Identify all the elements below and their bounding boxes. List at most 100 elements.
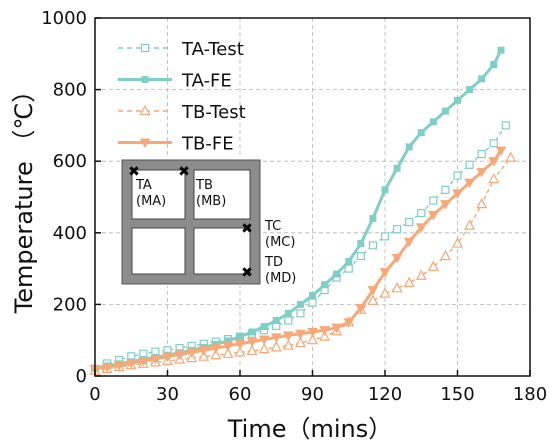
data-point: [284, 309, 292, 317]
data-point: [477, 149, 486, 159]
data-point: [476, 167, 488, 178]
data-point: [319, 326, 330, 336]
legend-entry: TA-Test: [118, 39, 244, 60]
data-point: [357, 240, 365, 248]
inset-cross-tb: ✖: [178, 164, 190, 180]
data-point: [137, 356, 149, 367]
data-point: [210, 344, 222, 354]
data-point: [198, 346, 210, 356]
axes: 0 30 60 90 120 150 180 0 200 400 600 800 1000: [41, 8, 547, 405]
inset-cross-section: ✖ ✖ ✖ ✖ TA (MA) TB (MB) TC (MC) TD (MD): [120, 158, 296, 286]
data-point: [497, 46, 505, 54]
data-point: [381, 186, 389, 194]
data-point: [345, 257, 353, 265]
legend-marker: [141, 76, 149, 83]
data-point: [210, 348, 222, 360]
series-line: [94, 157, 512, 372]
inset-cross-td: ✖: [241, 265, 253, 281]
legend-entry: TA-FE: [118, 71, 232, 92]
data-point: [248, 328, 256, 336]
data-point: [295, 329, 306, 340]
legend-entry: TB-Test: [118, 102, 246, 123]
data-point: [391, 253, 403, 264]
data-point: [150, 354, 161, 365]
data-point: [369, 214, 377, 222]
legend-marker: [139, 104, 151, 116]
data-point: [501, 121, 510, 130]
data-point: [246, 337, 258, 348]
data-point: [331, 323, 343, 334]
data-point: [465, 160, 474, 169]
legend-entry: TB-FE: [118, 134, 234, 155]
legend-label: TA-Test: [181, 39, 244, 60]
data-point: [464, 178, 475, 189]
data-point: [429, 118, 437, 126]
data-point: [333, 270, 341, 278]
x-tick-label: 60: [229, 384, 252, 405]
data-point: [429, 196, 438, 205]
y-tick-label: 400: [53, 223, 87, 244]
series-ta-test: [90, 121, 510, 373]
data-point: [234, 346, 246, 357]
data-point: [405, 217, 414, 227]
data-point: [464, 219, 476, 230]
data-point: [466, 86, 474, 94]
data-point: [403, 276, 415, 288]
y-tick-label: 0: [76, 366, 87, 387]
inset-label-tc: TC: [264, 219, 281, 234]
y-tick-label: 600: [53, 151, 87, 172]
data-point: [296, 300, 304, 308]
data-point: [246, 344, 258, 356]
data-point: [222, 341, 234, 352]
data-point: [488, 172, 500, 184]
x-tick-label: 180: [513, 384, 547, 405]
legend-marker: [140, 43, 150, 53]
x-tick-label: 120: [368, 384, 402, 405]
data-point: [282, 331, 294, 342]
legend: TA-Test TA-FE TB-Test TB-FE: [118, 39, 246, 155]
data-point: [113, 361, 125, 371]
data-point: [415, 223, 427, 233]
data-point: [478, 75, 486, 83]
y-tick-label: 800: [53, 80, 87, 101]
y-tick-label: 200: [53, 294, 87, 315]
inset-label-tb: TB: [195, 178, 213, 193]
data-point: [258, 342, 270, 354]
data-point: [415, 269, 427, 280]
series-tb-test: [89, 151, 517, 375]
legend-marker: [139, 138, 151, 149]
data-point: [488, 157, 500, 167]
x-axis-title: Time（mins）: [227, 415, 393, 443]
inset-label-ta: TA: [135, 178, 152, 193]
legend-label: TB-FE: [181, 134, 234, 155]
data-point: [427, 210, 439, 221]
data-point: [490, 61, 498, 69]
data-point: [452, 237, 463, 248]
data-point: [405, 143, 413, 151]
data-point: [379, 268, 391, 278]
inset-cross-ta: ✖: [128, 164, 140, 180]
data-point: [307, 327, 318, 338]
data-point: [489, 139, 498, 148]
data-point: [186, 348, 198, 358]
data-point: [440, 200, 451, 210]
data-point: [319, 330, 331, 341]
y-axis-title: Temperature （℃）: [10, 79, 38, 315]
data-point: [417, 209, 426, 218]
data-point: [321, 281, 329, 289]
data-point: [284, 316, 293, 325]
inset-label-mc: (MC): [265, 235, 295, 250]
x-tick-label: 90: [301, 384, 324, 405]
inset-label-td: TD: [264, 255, 283, 270]
x-tick-label: 0: [89, 384, 100, 405]
data-point: [296, 309, 305, 318]
data-point: [391, 282, 403, 293]
data-point: [453, 171, 462, 180]
x-tick-label: 150: [440, 384, 474, 405]
legend-label: TB-Test: [181, 102, 246, 123]
data-point: [356, 251, 365, 261]
data-point: [236, 333, 244, 341]
inset-cross-tc: ✖: [241, 221, 253, 237]
data-point: [452, 189, 463, 199]
